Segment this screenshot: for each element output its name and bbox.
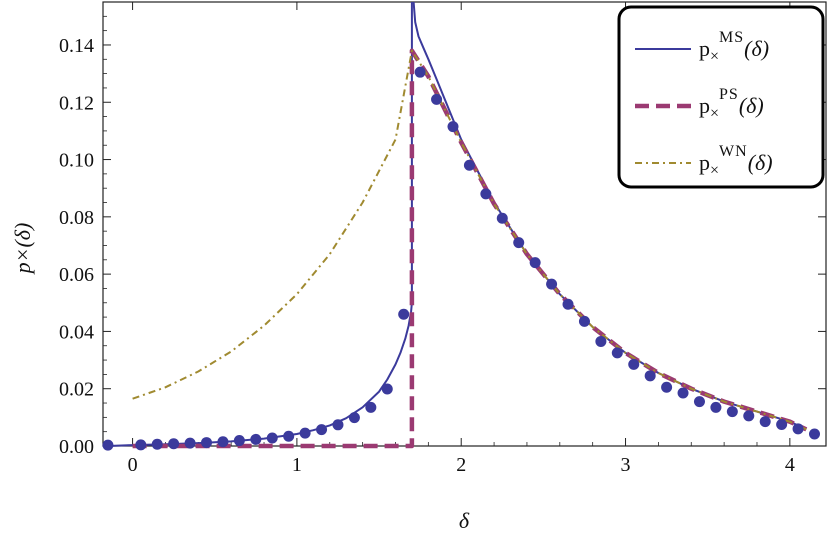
y-tick-label: 0.04 [59, 321, 94, 343]
x-tick-label: 4 [785, 454, 795, 476]
data-point [496, 212, 508, 224]
data-point [431, 93, 443, 105]
y-tick-label: 0.10 [59, 150, 94, 172]
data-point [792, 423, 804, 435]
y-tick-label: 0.12 [59, 92, 94, 114]
data-point [151, 438, 163, 450]
plot-border [102, 1, 827, 447]
data-point [217, 436, 229, 448]
x-tick-label: 2 [456, 454, 466, 476]
data-point [102, 439, 114, 451]
legend-label-ps: p×PS(δ) [699, 86, 764, 122]
data-point [348, 412, 360, 424]
data-point [381, 383, 393, 395]
data-point [661, 381, 673, 393]
data-points [102, 66, 820, 451]
data-point [546, 278, 558, 290]
data-point [135, 439, 147, 451]
data-point [529, 257, 541, 269]
data-point [414, 66, 426, 78]
series-ms-line [107, 2, 413, 447]
y-tick-label: 0.08 [59, 207, 94, 229]
y-tick-label: 0.00 [59, 436, 94, 458]
data-point [677, 387, 689, 399]
y-tick-label: 0.06 [59, 264, 94, 286]
data-point [299, 427, 311, 439]
data-point [316, 424, 328, 436]
data-point [332, 419, 344, 431]
plot-frame [102, 1, 827, 447]
data-point [233, 435, 245, 447]
data-point [168, 438, 180, 450]
legend-label-wn: p×WN(δ) [699, 143, 773, 179]
y-tick-label: 0.02 [59, 379, 94, 401]
data-point [201, 437, 213, 449]
data-point [398, 308, 410, 320]
data-point [710, 401, 722, 413]
y-axis-label: p×(δ) [10, 223, 35, 276]
data-point [759, 416, 771, 428]
data-point [447, 121, 459, 133]
data-point [480, 188, 492, 200]
x-axis-label: δ [459, 508, 470, 533]
data-point [595, 335, 607, 347]
data-point [283, 430, 295, 442]
legend-box [617, 5, 825, 189]
data-point [184, 437, 196, 449]
data-point [644, 370, 656, 382]
data-point [808, 428, 820, 440]
x-tick-label: 3 [621, 454, 631, 476]
x-tick-label: 1 [292, 454, 302, 476]
data-point [266, 432, 278, 444]
x-tick-label: 0 [128, 454, 138, 476]
data-point [776, 419, 788, 431]
data-point [693, 396, 705, 408]
data-point [250, 433, 262, 445]
data-point [513, 237, 525, 249]
data-point [628, 358, 640, 370]
series-wn-line [132, 49, 807, 431]
data-point [611, 347, 623, 359]
data-point [743, 410, 755, 422]
y-tick-label: 0.14 [59, 35, 94, 57]
legend-label-ms: p×MS(δ) [699, 29, 769, 65]
data-point [562, 298, 574, 310]
legend: p×MS(δ) p×PS(δ) p×WN(δ) [617, 5, 825, 189]
data-point [463, 159, 475, 171]
data-point [365, 401, 377, 413]
data-point [726, 406, 738, 418]
data-point [578, 315, 590, 327]
